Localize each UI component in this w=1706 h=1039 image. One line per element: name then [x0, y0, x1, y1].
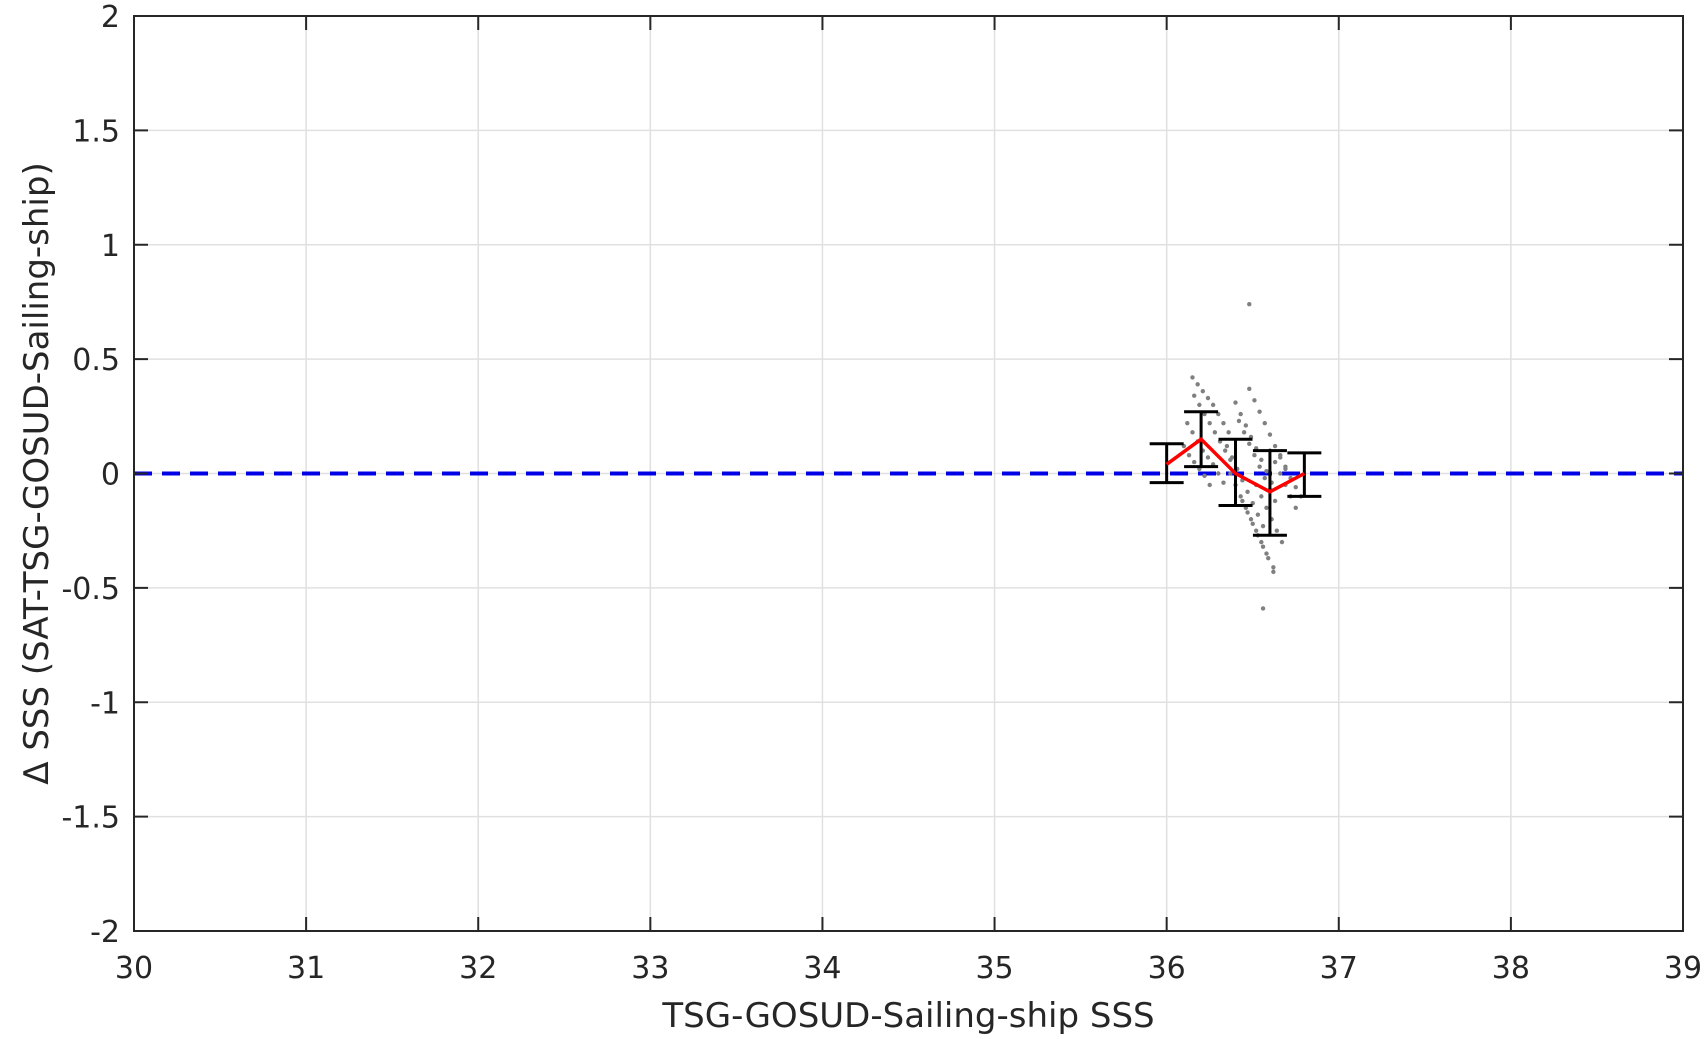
scatter-point — [1212, 430, 1218, 435]
scatter-point — [1272, 498, 1278, 504]
scatter-point — [1226, 430, 1231, 435]
scatter-point — [1229, 455, 1235, 460]
scatter-point — [1238, 411, 1243, 417]
scatter-point — [1266, 555, 1271, 561]
scatter-point — [1190, 430, 1195, 435]
scatter-point — [1186, 453, 1192, 458]
scatter-point — [1216, 471, 1221, 476]
scatter-point — [1241, 430, 1247, 435]
scatter-point — [1250, 521, 1255, 527]
scatter-point — [1264, 505, 1269, 511]
scatter-point — [1245, 510, 1250, 515]
x-tick-label: 34 — [803, 951, 841, 986]
scatter-point — [1257, 464, 1262, 469]
y-tick-label: 2 — [101, 0, 120, 35]
y-tick-label: 0.5 — [72, 343, 120, 378]
scatter-point — [1252, 398, 1257, 403]
y-tick-label: 0 — [101, 458, 120, 493]
scatter-point — [1221, 420, 1226, 426]
scatter-point — [1259, 457, 1264, 462]
scatter-point — [1222, 448, 1228, 453]
x-tick-label: 30 — [115, 951, 153, 986]
scatter-point — [1192, 393, 1197, 398]
scatter-point — [1252, 453, 1257, 458]
x-tick-label: 37 — [1320, 951, 1358, 986]
scatter-point — [1257, 409, 1262, 414]
x-tick-layer: 30 31 32 33 34 35 36 37 38 39 — [115, 16, 1702, 986]
x-tick-label: 39 — [1664, 951, 1702, 986]
scatter-point — [1272, 443, 1278, 449]
scatter-point — [1247, 441, 1252, 446]
mean-line — [1165, 436, 1306, 494]
x-tick-label: 31 — [287, 951, 325, 986]
scatter-point — [1274, 528, 1280, 533]
scatter-point — [1195, 382, 1200, 387]
scatter-point — [1205, 395, 1211, 401]
y-axis-title: Δ SSS (SAT-TSG-GOSUD-Sailing-ship) — [17, 162, 57, 784]
scatter-point — [1221, 480, 1226, 485]
scatter-point — [1248, 517, 1254, 522]
scatter-point — [1210, 402, 1216, 408]
scatter-point — [1224, 443, 1230, 449]
y-tick-label: -2 — [90, 915, 120, 950]
x-tick-label: 36 — [1148, 951, 1186, 986]
y-tick-label: -1.5 — [61, 801, 120, 836]
x-tick-label: 35 — [975, 951, 1013, 986]
scatter-point — [1272, 459, 1278, 465]
y-tick-label: 1.5 — [72, 114, 120, 149]
scatter-point — [1264, 469, 1269, 474]
scatter-point — [1207, 482, 1212, 488]
scatter-point — [1293, 485, 1298, 490]
scatter-point — [1271, 569, 1276, 575]
x-tick-label: 33 — [631, 951, 669, 986]
scatter-point — [1262, 475, 1267, 481]
scatter-point — [1243, 423, 1249, 428]
scatter-point — [1207, 420, 1212, 426]
scatter-point — [1283, 464, 1288, 469]
scatter-point — [1236, 418, 1242, 424]
scatter-point — [1247, 302, 1252, 307]
scatter-point — [1260, 523, 1266, 529]
scatter-point — [1202, 473, 1207, 478]
scatter-point — [1278, 471, 1283, 476]
scatter-point — [1278, 453, 1283, 458]
scatter-point — [1259, 539, 1264, 545]
scatter-point — [1259, 494, 1264, 499]
scatter-point — [1228, 471, 1233, 476]
scatter-point — [1253, 528, 1259, 533]
scatter-point — [1190, 375, 1195, 380]
y-tick-label: -0.5 — [61, 572, 120, 607]
y-tick-label: -1 — [90, 686, 120, 721]
scatter-point — [1192, 459, 1197, 465]
scatter-point — [1197, 402, 1202, 408]
x-tick-label: 38 — [1492, 951, 1530, 986]
scatter-point — [1245, 489, 1250, 494]
scatter-point — [1200, 388, 1206, 394]
scatter-point — [1238, 494, 1243, 499]
scatter-point — [1255, 512, 1261, 517]
y-tick-label: 1 — [101, 229, 120, 264]
scatter-point — [1260, 606, 1266, 611]
x-tick-label: 32 — [459, 951, 497, 986]
scatter-point — [1293, 505, 1298, 511]
scatter-point — [1233, 400, 1238, 405]
scatter-point — [1247, 386, 1252, 392]
scatter-point — [1185, 420, 1190, 426]
scatter-point — [1271, 565, 1276, 570]
x-axis-title: TSG-GOSUD-Sailing-ship SSS — [661, 996, 1154, 1036]
y-tick-layer: 2 1.5 1 0.5 0 -0.5 -1 -1.5 -2 — [61, 0, 1683, 950]
scatter-point — [1264, 551, 1269, 556]
scatter-point — [1240, 498, 1245, 504]
mean-line-layer — [1165, 436, 1306, 494]
scatter-point — [1260, 544, 1266, 549]
scatter-point — [1262, 420, 1267, 426]
scatter-point — [1279, 539, 1285, 545]
scatter-point — [1205, 455, 1211, 460]
scatter-point — [1267, 432, 1273, 437]
